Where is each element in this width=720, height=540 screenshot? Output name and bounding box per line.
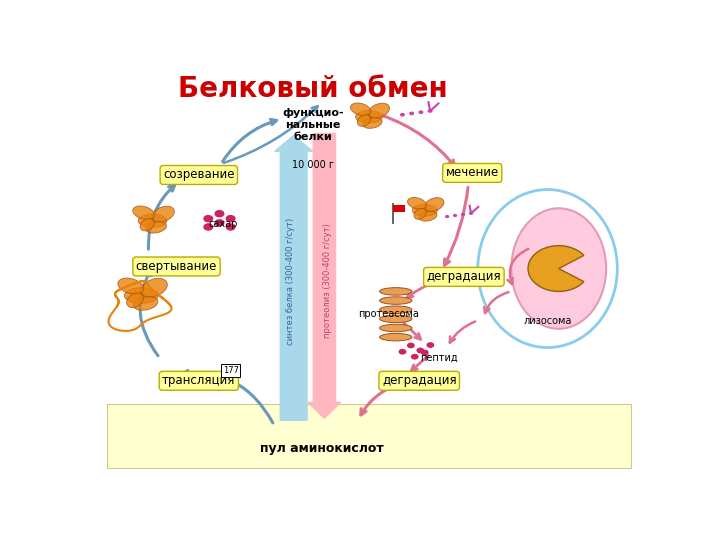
Wedge shape	[528, 246, 584, 292]
Circle shape	[203, 215, 213, 222]
Ellipse shape	[133, 296, 158, 310]
Circle shape	[409, 112, 414, 116]
Circle shape	[453, 214, 457, 217]
Circle shape	[421, 349, 428, 355]
Ellipse shape	[132, 206, 154, 219]
Ellipse shape	[356, 111, 382, 123]
Circle shape	[407, 342, 415, 348]
Ellipse shape	[408, 198, 426, 210]
Text: свертывание: свертывание	[136, 260, 217, 273]
Circle shape	[399, 349, 406, 355]
Circle shape	[428, 109, 433, 113]
Circle shape	[215, 210, 225, 218]
Ellipse shape	[363, 118, 382, 129]
Circle shape	[400, 113, 405, 117]
Circle shape	[416, 348, 424, 353]
Circle shape	[225, 215, 235, 222]
Circle shape	[225, 223, 235, 231]
Ellipse shape	[413, 205, 437, 216]
Text: мечение: мечение	[446, 166, 499, 179]
Ellipse shape	[379, 297, 412, 305]
Circle shape	[203, 223, 213, 231]
Text: функцио-
нальные
белки: функцио- нальные белки	[282, 109, 344, 141]
Text: пул аминокислот: пул аминокислот	[260, 442, 384, 455]
Text: Белковый обмен: Белковый обмен	[179, 75, 448, 103]
Ellipse shape	[414, 208, 426, 219]
Circle shape	[418, 110, 423, 114]
Ellipse shape	[351, 103, 371, 116]
Circle shape	[411, 354, 418, 360]
Ellipse shape	[511, 208, 606, 329]
Ellipse shape	[379, 324, 412, 332]
Ellipse shape	[357, 114, 371, 126]
Text: деградация: деградация	[426, 271, 501, 284]
Ellipse shape	[127, 293, 143, 308]
Circle shape	[469, 212, 473, 215]
Ellipse shape	[152, 206, 174, 222]
Text: 10 000 г: 10 000 г	[292, 160, 334, 170]
Text: протеасома: протеасома	[358, 309, 419, 319]
Text: синтез белка (300-400 г/сут): синтез белка (300-400 г/сут)	[287, 218, 295, 345]
Text: 177: 177	[222, 366, 238, 375]
Ellipse shape	[140, 219, 154, 231]
Ellipse shape	[379, 333, 412, 341]
Circle shape	[445, 215, 449, 218]
Ellipse shape	[145, 222, 166, 233]
Circle shape	[215, 219, 225, 227]
Ellipse shape	[379, 288, 412, 295]
Text: деградация: деградация	[382, 374, 456, 387]
FancyBboxPatch shape	[107, 404, 631, 468]
Ellipse shape	[379, 315, 412, 322]
Text: созревание: созревание	[163, 168, 235, 181]
FancyBboxPatch shape	[393, 205, 405, 212]
Circle shape	[461, 213, 465, 216]
Ellipse shape	[118, 278, 143, 294]
Ellipse shape	[141, 278, 167, 297]
Text: трансляция: трансляция	[162, 374, 235, 387]
Text: сахар: сахар	[208, 219, 238, 229]
Text: лизосома: лизосома	[523, 315, 572, 326]
Text: протеолиз (300-400 г/сут): протеолиз (300-400 г/сут)	[323, 224, 332, 339]
Ellipse shape	[125, 288, 158, 303]
Ellipse shape	[138, 214, 167, 227]
Circle shape	[426, 342, 434, 348]
FancyArrow shape	[275, 136, 312, 420]
Ellipse shape	[419, 211, 437, 221]
Text: пептид: пептид	[420, 353, 458, 363]
Ellipse shape	[379, 306, 412, 313]
Ellipse shape	[369, 103, 390, 118]
FancyArrow shape	[308, 133, 341, 418]
Ellipse shape	[424, 198, 444, 211]
